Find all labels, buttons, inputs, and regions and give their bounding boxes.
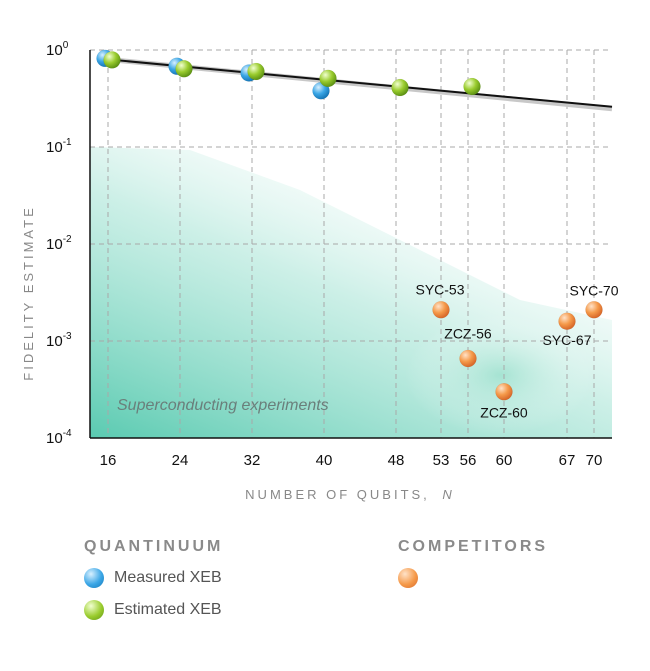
legend-item-competitor: [398, 568, 548, 588]
estimated-point: [319, 69, 337, 88]
x-axis-title-main: NUMBER OF QUBITS,: [245, 487, 430, 502]
competitor-marker-icon: [398, 568, 418, 588]
competitor-point: [495, 382, 513, 401]
data-points: [96, 49, 603, 401]
x-tick-label: 32: [244, 452, 261, 469]
x-axis-title: NUMBER OF QUBITS, N: [245, 487, 455, 502]
point-labels: SYC-53 ZCZ-56 ZCZ-60 SYC-67 SYC-70: [415, 282, 618, 421]
legend-item-measured: Measured XEB: [84, 568, 223, 588]
x-tick-label: 40: [316, 452, 333, 469]
y-tick-label: 10-1: [46, 137, 72, 156]
competitor-point: [585, 300, 603, 319]
y-axis-title: FIDELITY ESTIMATE: [21, 205, 36, 380]
legend-competitors: COMPETITORS: [398, 538, 548, 588]
estimated-point: [175, 60, 193, 78]
y-tick-label: 10-3: [46, 331, 72, 350]
x-tick-label: 16: [100, 452, 117, 469]
estimated-marker-icon: [84, 600, 104, 620]
x-tick-label: 70: [586, 452, 603, 469]
legend-competitors-title: COMPETITORS: [398, 538, 549, 555]
fidelity-chart: 16 24 32 40 48 53 56 60 67 7010010-110-210-310-4 …: [21, 40, 619, 502]
y-tick-label: 10-4: [46, 428, 72, 447]
region-label: Superconducting experiments: [117, 397, 329, 414]
estimated-point: [391, 78, 409, 97]
competitor-point: [558, 312, 576, 330]
y-tick-label: 10-2: [46, 234, 72, 253]
measured-marker-icon: [84, 568, 104, 588]
legend-measured-label: Measured XEB: [114, 569, 222, 586]
x-tick-label: 67: [559, 452, 576, 469]
point-label: SYC-70: [569, 283, 618, 299]
estimated-point: [103, 51, 121, 69]
grid: [90, 49, 612, 438]
estimated-point: [247, 62, 265, 81]
legend-quantinuum: QUANTINUUM Measured XEB Estimated XEB: [84, 538, 223, 620]
x-tick-label: 24: [172, 452, 189, 469]
x-tick-label: 60: [496, 452, 513, 469]
legend-item-estimated: Estimated XEB: [84, 600, 223, 620]
competitor-point: [459, 349, 477, 368]
legend-quantinuum-title: QUANTINUUM: [84, 538, 224, 555]
legend-estimated-label: Estimated XEB: [114, 601, 222, 618]
x-tick-label: 56: [460, 452, 477, 469]
competitor-point: [432, 300, 450, 319]
point-label: ZCZ-56: [444, 326, 492, 342]
y-tick-label: 100: [46, 40, 69, 59]
point-label: SYC-53: [415, 282, 464, 298]
x-tick-label: 48: [388, 452, 405, 469]
region-glow: [405, 315, 595, 435]
estimated-point: [463, 77, 481, 96]
point-label: ZCZ-60: [480, 405, 528, 421]
axes: 16 24 32 40 48 53 56 60 67 70 100 10-1 10-2 10-3 10-4: [46, 40, 612, 469]
x-axis-title-var: N: [442, 487, 454, 502]
x-tick-label: 53: [433, 452, 450, 469]
point-label: SYC-67: [542, 332, 591, 348]
